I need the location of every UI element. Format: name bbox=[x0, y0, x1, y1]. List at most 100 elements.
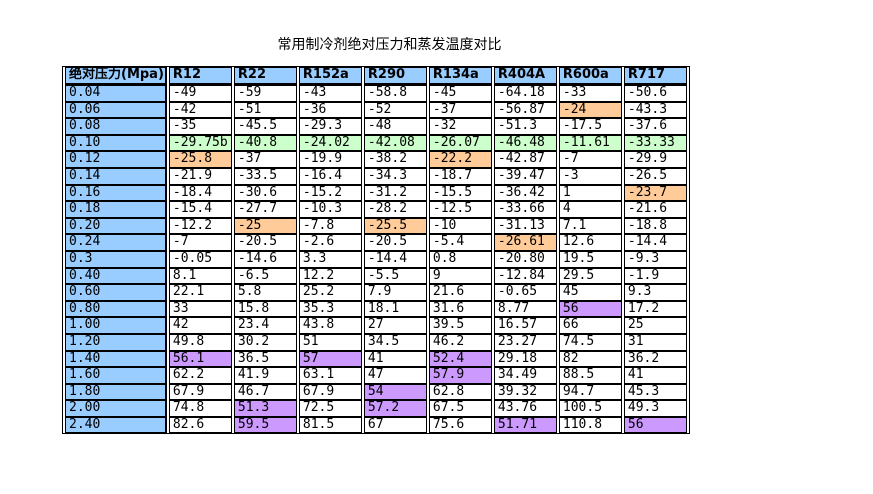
value-cell: -37 bbox=[233, 151, 297, 168]
table-row: 2.00 74.8 51.3 72.5 57.2 67.5 43.76 100.5 49.3 bbox=[65, 400, 687, 417]
value-cell: 67.5 bbox=[428, 400, 492, 417]
value-cell: -37 bbox=[428, 101, 492, 119]
table-row: 0.12 -25.8 -37 -19.9 -38.2 -22.2 -42.87 -7 -29.9 bbox=[65, 151, 687, 168]
value-cell: -15.5 bbox=[428, 184, 492, 202]
pressure-cell: 1.60 bbox=[65, 367, 167, 384]
table-row: 0.16 -18.4 -30.6 -15.2 -31.2 -15.5 -36.42 1 -23.… bbox=[65, 184, 687, 202]
value-cell: 43.8 bbox=[298, 317, 362, 334]
value-cell: -12.84 bbox=[493, 267, 557, 285]
value-cell: 4 bbox=[558, 201, 622, 218]
value-cell: 88.5 bbox=[558, 367, 622, 384]
value-cell: 59.5 bbox=[233, 416, 297, 434]
value-cell: -15.2 bbox=[298, 184, 362, 202]
pressure-cell: 1.20 bbox=[65, 333, 167, 351]
value-cell: 3.3 bbox=[298, 250, 362, 268]
value-cell: -52 bbox=[363, 101, 427, 119]
refrigerant-column-header: R12 bbox=[168, 67, 232, 85]
value-cell: -18.4 bbox=[168, 184, 232, 202]
table-row: 1.60 62.2 41.9 63.1 47 57.9 34.49 88.5 41 bbox=[65, 367, 687, 384]
value-cell: -29.3 bbox=[298, 118, 362, 135]
pressure-cell: 1.00 bbox=[65, 317, 167, 334]
value-cell: 25 bbox=[623, 317, 687, 334]
value-cell: -51 bbox=[233, 101, 297, 119]
value-cell: -50.6 bbox=[623, 85, 687, 102]
value-cell: 12.6 bbox=[558, 234, 622, 251]
pressure-cell: 0.60 bbox=[65, 284, 167, 301]
value-cell: 72.5 bbox=[298, 400, 362, 417]
value-cell: 74.8 bbox=[168, 400, 232, 417]
value-cell: 19.5 bbox=[558, 250, 622, 268]
value-cell: -10 bbox=[428, 217, 492, 235]
value-cell: 51.71 bbox=[493, 416, 557, 434]
value-cell: -33.5 bbox=[233, 167, 297, 185]
value-cell: 8.1 bbox=[168, 267, 232, 285]
value-cell: 49.3 bbox=[623, 400, 687, 417]
value-cell: -21.9 bbox=[168, 167, 232, 185]
value-cell: -37.6 bbox=[623, 118, 687, 135]
pressure-cell: 0.24 bbox=[65, 234, 167, 251]
value-cell: -29.9 bbox=[623, 151, 687, 168]
value-cell: 41.9 bbox=[233, 367, 297, 384]
value-cell: -42 bbox=[168, 101, 232, 119]
value-cell: -31.2 bbox=[363, 184, 427, 202]
value-cell: 7.1 bbox=[558, 217, 622, 235]
value-cell: 51.3 bbox=[233, 400, 297, 417]
value-cell: 39.5 bbox=[428, 317, 492, 334]
value-cell: -26.5 bbox=[623, 167, 687, 185]
value-cell: -15.4 bbox=[168, 201, 232, 218]
value-cell: -31.13 bbox=[493, 217, 557, 235]
value-cell: 57.9 bbox=[428, 367, 492, 384]
value-cell: 33 bbox=[168, 300, 232, 318]
value-cell: 1 bbox=[558, 184, 622, 202]
refrigerant-column-header: R600a bbox=[558, 67, 622, 85]
value-cell: -43 bbox=[298, 85, 362, 102]
value-cell: 67.9 bbox=[298, 383, 362, 401]
refrigerant-column-header: R134a bbox=[428, 67, 492, 85]
refrigerant-comparison-table: 绝对压力(Mpa) R12 R22 R152a R290 R134a R404A R600a R… bbox=[62, 66, 690, 435]
value-cell: -14.6 bbox=[233, 250, 297, 268]
table-row: 0.24 -7 -20.5 -2.6 -20.5 -5.4 -26.61 12.6 -14.4 bbox=[65, 234, 687, 251]
value-cell: -0.05 bbox=[168, 250, 232, 268]
value-cell: -18.8 bbox=[623, 217, 687, 235]
value-cell: 34.49 bbox=[493, 367, 557, 384]
value-cell: -2.6 bbox=[298, 234, 362, 251]
value-cell: 8.77 bbox=[493, 300, 557, 318]
value-cell: -9.3 bbox=[623, 250, 687, 268]
pressure-cell: 0.3 bbox=[65, 250, 167, 268]
value-cell: -45 bbox=[428, 85, 492, 102]
value-cell: 43.76 bbox=[493, 400, 557, 417]
value-cell: -51.3 bbox=[493, 118, 557, 135]
table-row: 0.3 -0.05 -14.6 3.3 -14.4 0.8 -20.80 19.5 -9.3 bbox=[65, 250, 687, 268]
table-body: 0.04 -49 -59 -43 -58.8 -45 -64.18 -33 -50.6 0.06-… bbox=[65, 85, 687, 434]
value-cell: 51 bbox=[298, 333, 362, 351]
table-row: 0.04 -49 -59 -43 -58.8 -45 -64.18 -33 -50.6 bbox=[65, 85, 687, 102]
value-cell: -30.6 bbox=[233, 184, 297, 202]
value-cell: -39.47 bbox=[493, 167, 557, 185]
value-cell: 29.18 bbox=[493, 350, 557, 368]
value-cell: -17.5 bbox=[558, 118, 622, 135]
table-row: 0.18 -15.4 -27.7 -10.3 -28.2 -12.5 -33.66 4 -21.… bbox=[65, 201, 687, 218]
value-cell: 67 bbox=[363, 416, 427, 434]
value-cell: 25.2 bbox=[298, 284, 362, 301]
pressure-cell: 0.40 bbox=[65, 267, 167, 285]
value-cell: 62.8 bbox=[428, 383, 492, 401]
value-cell: 74.5 bbox=[558, 333, 622, 351]
value-cell: -29.75b bbox=[168, 134, 232, 152]
value-cell: -25 bbox=[233, 217, 297, 235]
value-cell: -21.6 bbox=[623, 201, 687, 218]
value-cell: 47 bbox=[363, 367, 427, 384]
table-row: 0.60 22.1 5.8 25.2 7.9 21.6 -0.65 45 9.3 bbox=[65, 284, 687, 301]
table-row: 0.80 33 15.8 35.3 18.1 31.6 8.77 56 17.2 bbox=[65, 300, 687, 318]
value-cell: 35.3 bbox=[298, 300, 362, 318]
pressure-cell: 1.80 bbox=[65, 383, 167, 401]
value-cell: 45 bbox=[558, 284, 622, 301]
value-cell: -28.2 bbox=[363, 201, 427, 218]
value-cell: -58.8 bbox=[363, 85, 427, 102]
value-cell: -33 bbox=[558, 85, 622, 102]
value-cell: -38.2 bbox=[363, 151, 427, 168]
value-cell: -12.5 bbox=[428, 201, 492, 218]
refrigerant-column-header: R404A bbox=[493, 67, 557, 85]
pressure-cell: 0.16 bbox=[65, 184, 167, 202]
value-cell: 54 bbox=[363, 383, 427, 401]
value-cell: -26.07 bbox=[428, 134, 492, 152]
